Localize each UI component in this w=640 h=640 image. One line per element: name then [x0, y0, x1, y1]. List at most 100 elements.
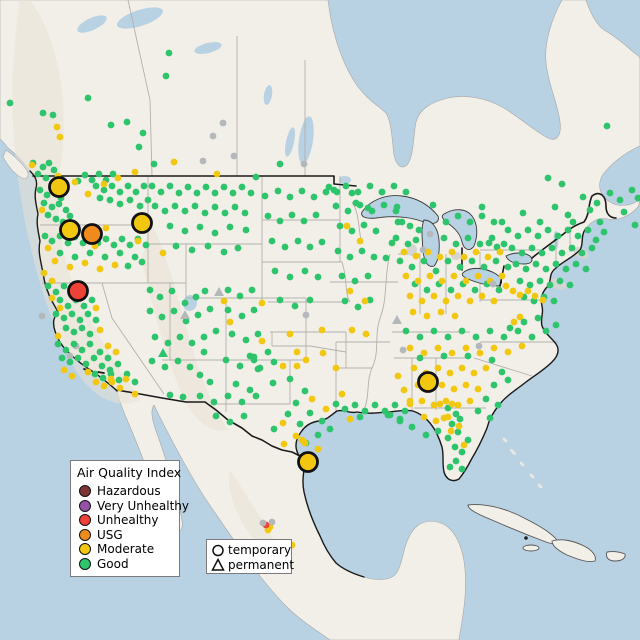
monitor-dot	[44, 244, 52, 252]
monitor-dot	[194, 311, 202, 319]
monitor-dot	[628, 186, 636, 194]
monitor-dot	[401, 407, 409, 415]
monitor-dot	[196, 371, 204, 379]
monitor-dot	[62, 206, 70, 214]
monitor-dot	[351, 277, 359, 285]
monitor-dot	[332, 364, 340, 372]
monitor-dot	[462, 277, 470, 285]
monitor-dot	[346, 287, 354, 295]
monitor-dot	[181, 207, 189, 215]
monitor-dot	[138, 258, 146, 266]
monitor-dot	[341, 405, 349, 413]
monitor-dot	[578, 249, 586, 257]
aqi-legend-item-moderate: Moderate	[79, 542, 173, 557]
monitor-dot	[192, 293, 200, 301]
monitor-dot	[490, 297, 498, 305]
us-west-coastline	[29, 170, 118, 392]
monitor-dot	[80, 302, 88, 310]
monitor-dot	[488, 356, 496, 364]
monitor-dot	[462, 381, 470, 389]
monitor-dot	[242, 226, 250, 234]
monitor-dot	[58, 354, 66, 362]
monitor-dot	[124, 182, 132, 190]
monitor-dot	[558, 180, 566, 188]
monitor-dot	[402, 327, 410, 335]
monitor-dot	[420, 413, 428, 421]
monitor-dot	[286, 375, 294, 383]
monitor-dot	[399, 346, 407, 354]
monitor-dot	[319, 349, 327, 357]
monitor-dot	[254, 330, 262, 338]
monitor-dot	[368, 207, 376, 215]
monitor-dot	[101, 253, 109, 261]
monitor-dot	[444, 257, 452, 265]
monitor-dot	[210, 398, 218, 406]
monitor-dot	[70, 340, 78, 348]
monitor-triangle	[392, 315, 402, 324]
monitor-dot	[414, 277, 422, 285]
monitor-dot	[86, 249, 94, 257]
monitor-dot	[116, 200, 124, 208]
type-legend-item-permanent: permanent	[211, 557, 294, 572]
monitor-dot	[220, 297, 228, 305]
monitor-dot	[276, 217, 284, 225]
monitor-dot	[39, 163, 47, 171]
monitor-dot	[356, 237, 364, 245]
monitor-dot	[52, 215, 60, 223]
monitor-dot	[76, 316, 84, 324]
monitor-dot	[603, 122, 611, 130]
monitor-dot	[92, 304, 100, 312]
monitor-dot	[224, 306, 232, 314]
monitor-dot	[486, 414, 494, 422]
monitor-dot	[474, 272, 482, 280]
monitor-dot	[166, 391, 174, 399]
monitor-dot	[539, 296, 547, 304]
monitor-dot	[166, 222, 174, 230]
monitor-dot	[50, 166, 58, 174]
monitor-dot	[156, 293, 164, 301]
monitor-dot	[271, 267, 279, 275]
monitor-dot	[452, 240, 460, 248]
monitor-dot	[312, 211, 320, 219]
monitor-dot	[306, 409, 314, 417]
monitor-dot	[250, 353, 258, 361]
monitor-dot	[142, 241, 150, 249]
monitor-dot	[232, 380, 240, 388]
monitor-dot	[562, 265, 570, 273]
monitor-dot	[86, 340, 94, 348]
monitor-dot	[354, 303, 362, 311]
monitor-dot	[84, 310, 92, 318]
monitor-dot	[258, 299, 266, 307]
monitor-dot	[276, 296, 284, 304]
monitor-dot	[91, 370, 99, 378]
monitor-dot	[280, 440, 288, 448]
monitor-dot	[450, 385, 458, 393]
monitor-dot	[498, 272, 506, 280]
monitor-dot	[132, 188, 140, 196]
monitor-dot	[495, 286, 503, 294]
jamaica	[522, 544, 540, 552]
monitor-dot	[108, 182, 116, 190]
monitor-dot	[66, 263, 74, 271]
monitor-dot	[551, 203, 559, 211]
monitor-dot	[420, 349, 428, 357]
monitor-dot	[250, 306, 258, 314]
monitor-dot	[444, 434, 452, 442]
monitor-dot	[338, 272, 346, 280]
monitor-dot	[96, 348, 104, 356]
monitor-dot	[66, 352, 74, 360]
monitor-dot	[131, 390, 139, 398]
monitor-dot	[422, 431, 430, 439]
monitor-dot	[60, 282, 68, 290]
monitor-dot	[466, 218, 474, 226]
monitor-dot	[40, 199, 48, 207]
monitor-dot	[406, 397, 414, 405]
monitor-dot	[193, 189, 201, 197]
monitor-dot	[338, 390, 346, 398]
monitor-dot	[118, 235, 126, 243]
monitor-dot	[506, 324, 514, 332]
monitor-dot	[151, 202, 159, 210]
monitor-dot	[361, 297, 369, 305]
monitor-dot	[466, 297, 474, 305]
monitor-dot	[165, 49, 173, 57]
